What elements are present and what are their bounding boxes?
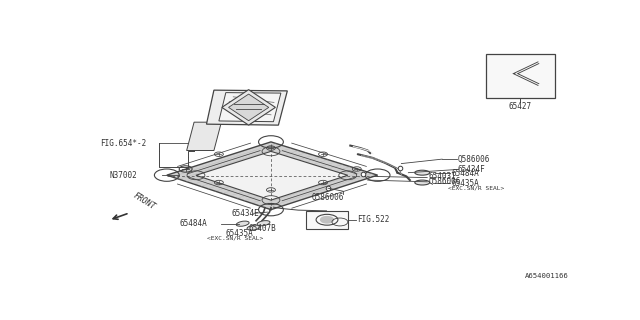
FancyBboxPatch shape bbox=[486, 54, 555, 98]
Text: 65435A: 65435A bbox=[451, 179, 479, 188]
Text: 65434F: 65434F bbox=[458, 165, 486, 174]
Text: FIG.522: FIG.522 bbox=[356, 215, 389, 224]
Text: Q586006: Q586006 bbox=[428, 177, 461, 186]
Polygon shape bbox=[187, 122, 221, 150]
Polygon shape bbox=[167, 142, 378, 210]
Text: Q586006: Q586006 bbox=[312, 193, 344, 202]
Text: 65484A: 65484A bbox=[179, 219, 207, 228]
Text: 65434E: 65434E bbox=[232, 209, 260, 218]
Ellipse shape bbox=[236, 221, 249, 226]
Polygon shape bbox=[196, 151, 348, 200]
Ellipse shape bbox=[415, 180, 429, 185]
Text: A654001166: A654001166 bbox=[525, 273, 568, 279]
Text: Q586006: Q586006 bbox=[458, 155, 490, 164]
Text: FRONT: FRONT bbox=[132, 191, 157, 212]
FancyBboxPatch shape bbox=[306, 211, 348, 228]
Circle shape bbox=[321, 217, 333, 223]
Text: N37002: N37002 bbox=[110, 171, 138, 180]
Text: <EXC.SN/R SEAL>: <EXC.SN/R SEAL> bbox=[448, 186, 504, 190]
Polygon shape bbox=[219, 92, 281, 122]
Polygon shape bbox=[207, 90, 287, 125]
Ellipse shape bbox=[257, 220, 270, 226]
Ellipse shape bbox=[415, 170, 429, 175]
Text: 65427: 65427 bbox=[508, 102, 531, 111]
Text: <EXC.SN/R SEAL>: <EXC.SN/R SEAL> bbox=[207, 236, 263, 241]
Polygon shape bbox=[228, 94, 269, 121]
Text: 65407B: 65407B bbox=[249, 224, 276, 233]
Text: 65435A: 65435A bbox=[226, 229, 253, 238]
Ellipse shape bbox=[247, 225, 260, 230]
Text: 65403I: 65403I bbox=[428, 172, 456, 181]
Text: FIG.654*-2: FIG.654*-2 bbox=[100, 139, 146, 148]
Polygon shape bbox=[222, 90, 275, 125]
Text: 65484A: 65484A bbox=[451, 169, 479, 178]
